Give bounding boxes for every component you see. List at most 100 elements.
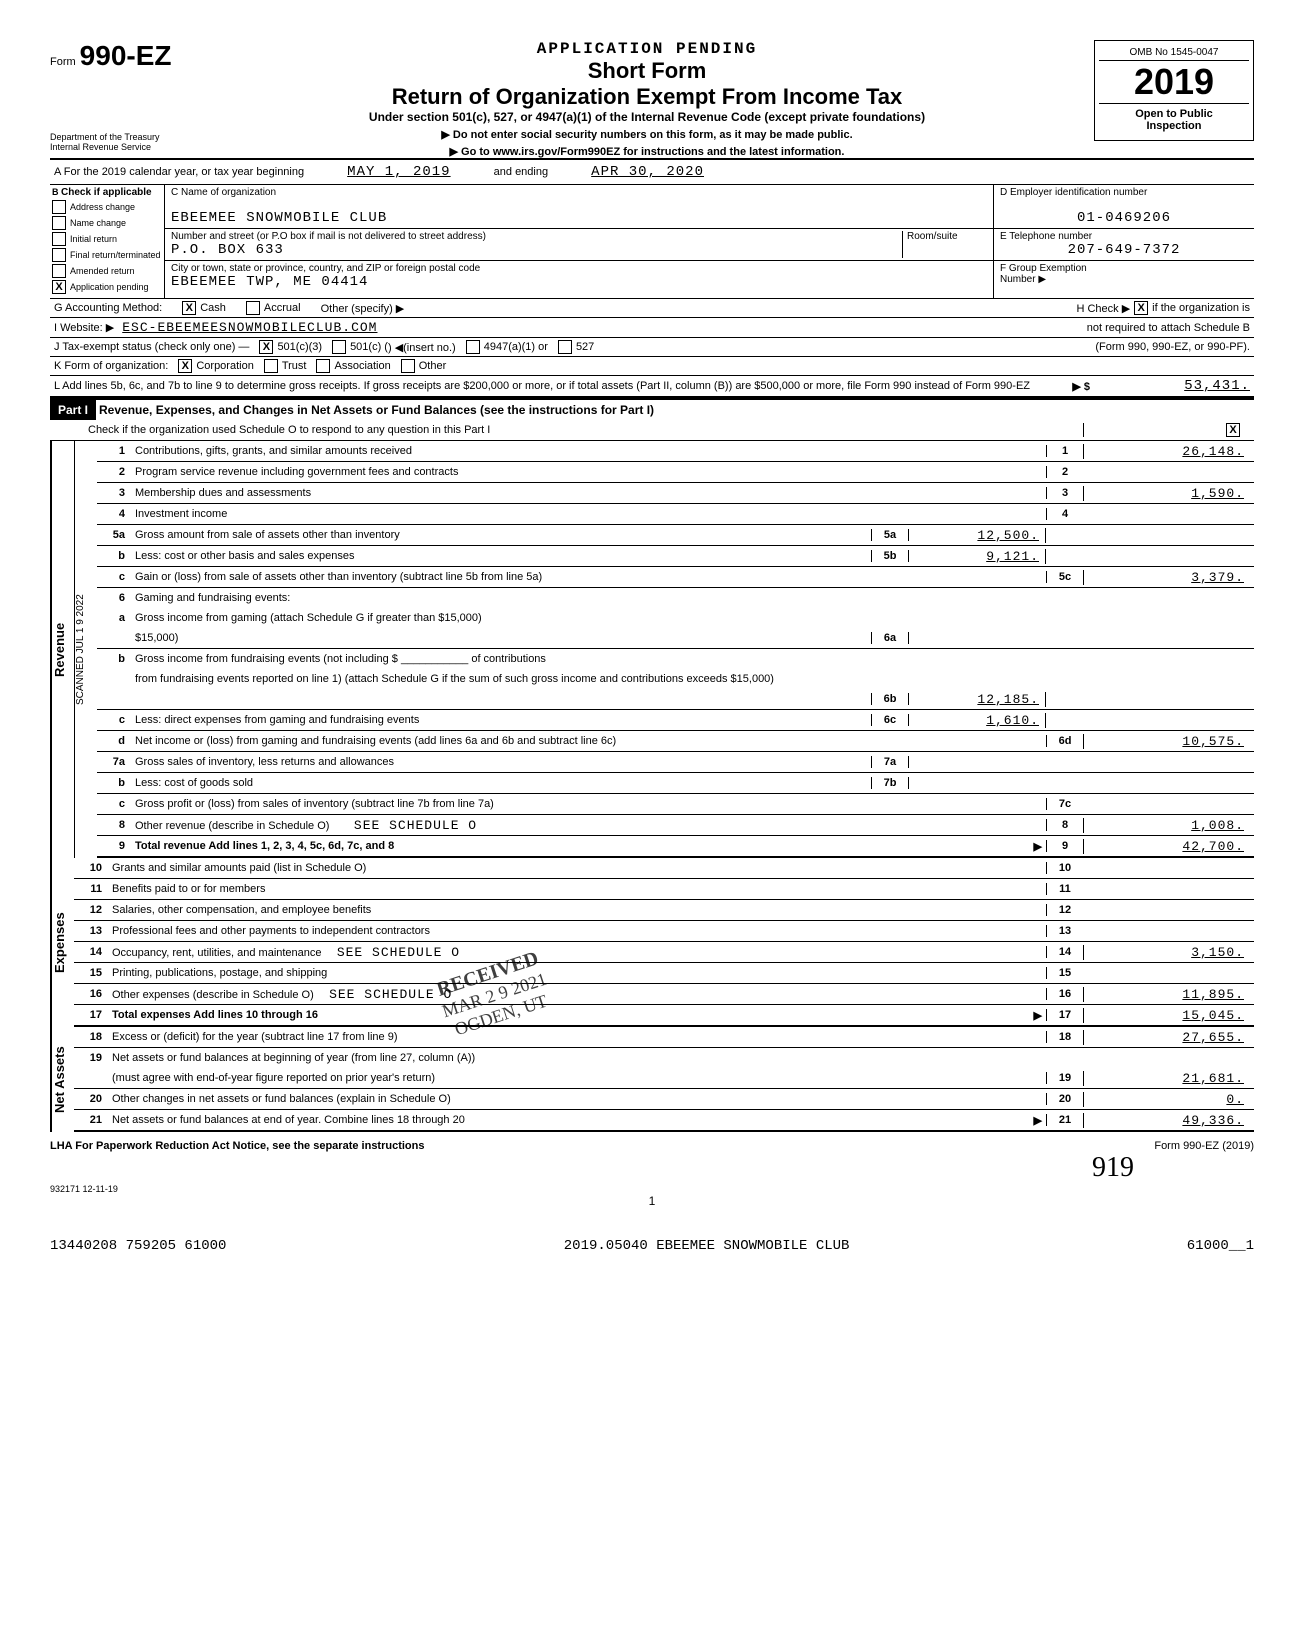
row-h-cont: not required to attach Schedule B [1087,322,1250,334]
opt-527: 527 [576,341,594,353]
line-6b-cont [131,697,871,701]
other-org-label: Other [419,360,447,372]
line-21-val: 49,336. [1083,1113,1254,1128]
line-6d-desc: Net income or (loss) from gaming and fun… [131,733,1046,749]
part-1-title: Revenue, Expenses, and Changes in Net As… [96,400,657,420]
main-title: Return of Organization Exempt From Incom… [200,84,1094,110]
line-21-arrow: ▶ [1034,1114,1042,1127]
line-1-val: 26,148. [1083,444,1254,459]
line-13-desc: Professional fees and other payments to … [108,923,1046,939]
line-16-extra: SEE SCHEDULE O [329,987,452,1002]
line-7b-sub: 7b [871,777,909,789]
row-h-cont2: (Form 990, 990-EZ, or 990-PF). [1095,341,1250,353]
checkbox-name-change[interactable] [52,216,66,230]
checkbox-cash[interactable]: X [182,301,196,315]
line-6a-sub: 6a [871,632,909,644]
org-name: EBEEMEE SNOWMOBILE CLUB [171,210,987,226]
section-b-label: B [52,187,59,197]
checkbox-accrual[interactable] [246,301,260,315]
form-footer: Form 990-EZ (2019) [1154,1140,1254,1152]
subtitle3: ▶ Go to www.irs.gov/Form990EZ for instru… [200,145,1094,158]
page-number: 1 [50,1194,1254,1208]
inspection: Inspection [1103,120,1245,132]
line-6a-desc: Gross income from gaming (attach Schedul… [131,610,871,626]
checkbox-other-org[interactable] [401,359,415,373]
line-20-val: 0. [1083,1092,1254,1107]
line-14-val: 3,150. [1083,945,1254,960]
line-16-val: 11,895. [1083,987,1254,1002]
assoc-label: Association [334,360,390,372]
checkbox-4947[interactable] [466,340,480,354]
line-20-desc: Other changes in net assets or fund bala… [108,1091,1046,1107]
row-j-label: J Tax-exempt status (check only one) — [54,341,249,353]
row-k-label: K Form of organization: [54,360,168,372]
checkbox-527[interactable] [558,340,572,354]
line-6b-subval: 12,185. [909,692,1046,707]
telephone: 207-649-7372 [1000,242,1248,258]
initial-return-label: Initial return [70,234,117,244]
cash-label: Cash [200,302,226,314]
line-19a-desc: Net assets or fund balances at beginning… [108,1050,1046,1066]
checkbox-501c[interactable] [332,340,346,354]
checkbox-initial-return[interactable] [52,232,66,246]
line-21-desc: Net assets or fund balances at end of ye… [112,1114,465,1126]
line-5a-subval: 12,500. [909,528,1046,543]
dept-irs: Internal Revenue Service [50,142,200,152]
line-5b-subval: 9,121. [909,549,1046,564]
checkbox-address-change[interactable] [52,200,66,214]
checkbox-final-return[interactable] [52,248,66,262]
line-5b-sub: 5b [871,550,909,562]
bottom-right: 61000__1 [1187,1238,1254,1254]
checkbox-association[interactable] [316,359,330,373]
section-e-label: E Telephone number [1000,231,1248,242]
corp-label: Corporation [196,360,253,372]
subtitle: Under section 501(c), 527, or 4947(a)(1)… [200,110,1094,124]
checkbox-501c3[interactable]: X [259,340,273,354]
line-7c-desc: Gross profit or (loss) from sales of inv… [131,796,1046,812]
subtitle2: ▶ Do not enter social security numbers o… [200,128,1094,141]
form-number: Form 990-EZ [50,40,200,72]
line-6c-desc: Less: direct expenses from gaming and fu… [131,712,871,728]
line-6d-val: 10,575. [1083,734,1254,749]
line-5a-desc: Gross amount from sale of assets other t… [131,527,871,543]
line-1-desc: Contributions, gifts, grants, and simila… [131,443,1046,459]
line-8-val: 1,008. [1083,818,1254,833]
handwritten-number: 919 [50,1152,1254,1184]
address-change-label: Address change [70,202,135,212]
checkbox-schedule-b[interactable]: X [1134,301,1148,315]
checkbox-amended-return[interactable] [52,264,66,278]
accrual-label: Accrual [264,302,301,314]
line-19-val: 21,681. [1083,1071,1254,1086]
line-6b-mid: of contributions [471,653,546,665]
checkbox-schedule-o-part1[interactable]: X [1226,423,1240,437]
revenue-label: Revenue [50,441,74,858]
line-3-desc: Membership dues and assessments [131,485,1046,501]
line-6a-cont: $15,000) [131,630,871,646]
dept-treasury: Department of the Treasury [50,132,200,142]
row-g-label: G Accounting Method: [54,302,162,314]
line-4-desc: Investment income [131,506,1046,522]
line-16-desc: Other expenses (describe in Schedule O) [112,989,314,1001]
line-18-val: 27,655. [1083,1030,1254,1045]
row-h-rest: if the organization is [1152,302,1250,314]
lha-notice: LHA For Paperwork Reduction Act Notice, … [50,1140,425,1152]
tax-year-end: APR 30, 2020 [591,164,704,180]
checkbox-trust[interactable] [264,359,278,373]
line-10-desc: Grants and similar amounts paid (list in… [108,860,1046,876]
checkbox-corporation[interactable]: X [178,359,192,373]
line-9-arrow: ▶ [1034,840,1042,853]
amended-return-label: Amended return [70,266,135,276]
line-5c-desc: Gain or (loss) from sale of assets other… [131,569,1046,585]
opt-501c-b: ) ◀(insert no.) [388,341,456,354]
form-num: 990-EZ [80,40,172,72]
line-14-extra: SEE SCHEDULE O [337,945,460,960]
section-f-sub: Number ▶ [1000,274,1248,285]
ein: 01-0469206 [1000,210,1248,226]
opt-501c: 501(c) ( [350,341,388,353]
row-l-arrow: ▶ $ [1072,380,1090,393]
checkbox-application-pending[interactable]: X [52,280,66,294]
section-b: B Check if applicable Address change Nam… [50,185,165,298]
line-8-extra: SEE SCHEDULE O [354,818,477,833]
line-6b-sub: 6b [871,693,909,705]
row-l-text: L Add lines 5b, 6c, and 7b to line 9 to … [54,380,1030,392]
